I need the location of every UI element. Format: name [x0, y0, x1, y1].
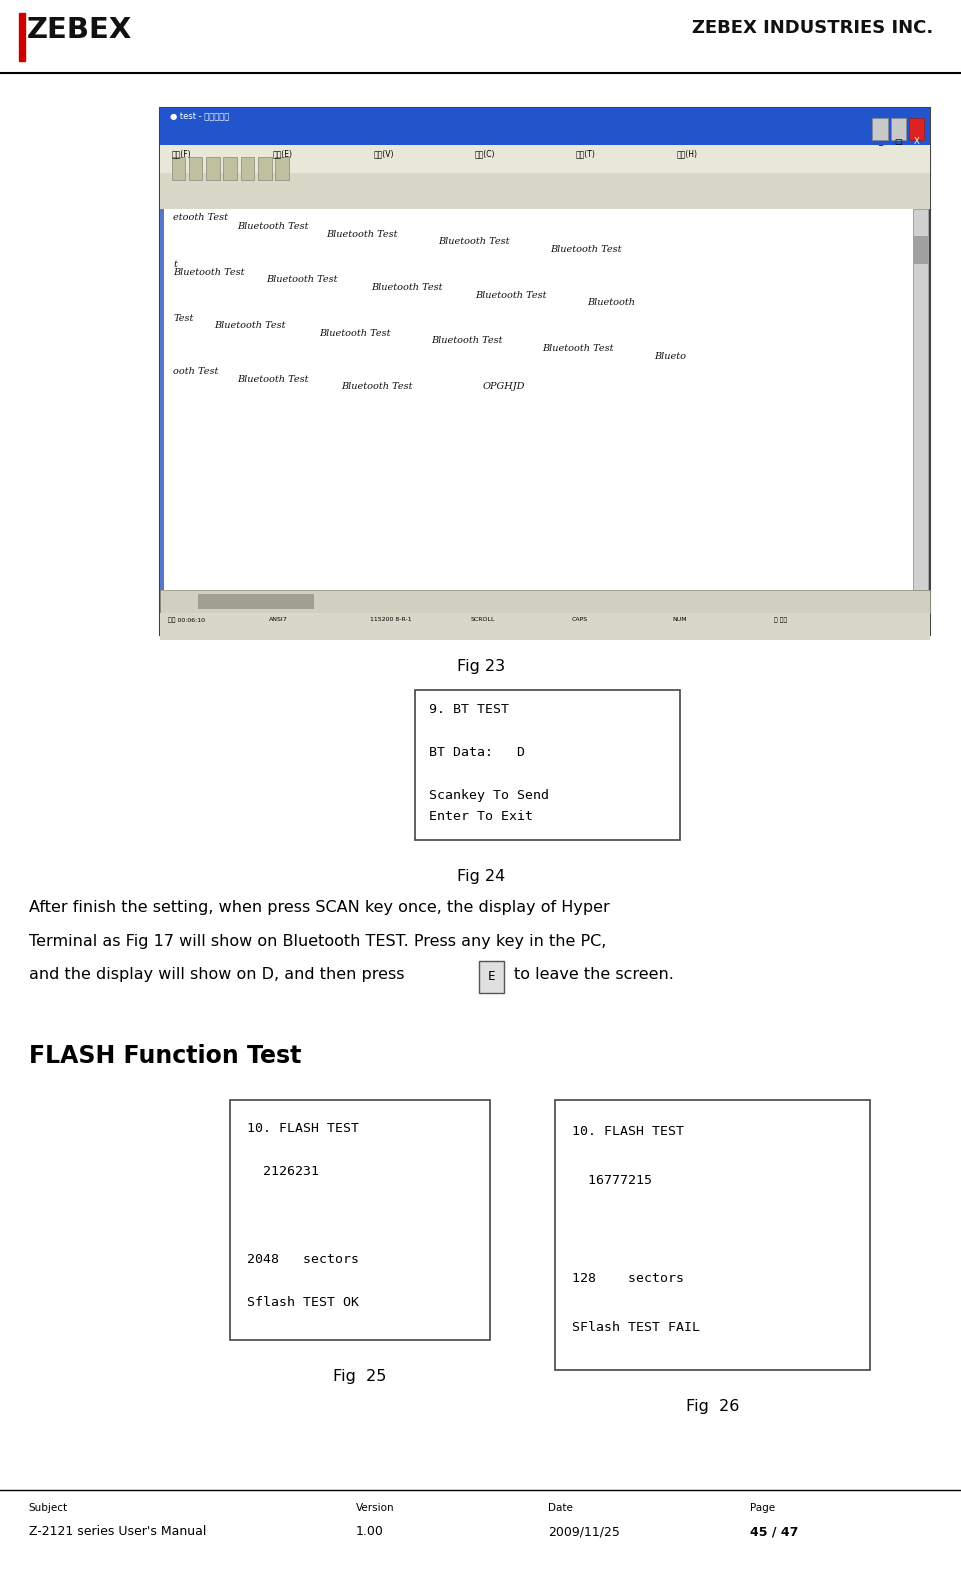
- Text: 編輯(E): 編輯(E): [272, 150, 292, 158]
- Text: ● test - 超級終端機: ● test - 超級終端機: [169, 113, 229, 121]
- Text: Bluetooth Test: Bluetooth Test: [236, 375, 308, 383]
- Text: 連線 00:06:10: 連線 00:06:10: [167, 618, 205, 622]
- Text: Version: Version: [356, 1503, 394, 1513]
- Text: t: t: [173, 260, 177, 270]
- Bar: [912, 236, 927, 265]
- Text: Page: Page: [750, 1503, 775, 1513]
- Text: Date: Date: [548, 1503, 573, 1513]
- Text: Bluetooth: Bluetooth: [587, 298, 634, 308]
- Text: Bluetooth Test: Bluetooth Test: [173, 268, 245, 276]
- Bar: [160, 109, 929, 145]
- Text: Bluetooth Test: Bluetooth Test: [341, 383, 412, 391]
- Text: 說明(H): 說明(H): [676, 150, 697, 158]
- Text: _: _: [877, 137, 881, 147]
- Text: 捕 列印: 捕 列印: [773, 618, 786, 622]
- Text: Bluetooth Test: Bluetooth Test: [326, 230, 397, 238]
- Bar: [479, 961, 504, 993]
- Text: CAPS: CAPS: [571, 618, 587, 622]
- Text: Fig 24: Fig 24: [456, 868, 505, 884]
- Text: Scankey To Send: Scankey To Send: [429, 788, 549, 801]
- Text: ooth Test: ooth Test: [173, 367, 218, 377]
- Bar: [160, 591, 929, 613]
- Text: ZEBEX INDUSTRIES INC.: ZEBEX INDUSTRIES INC.: [691, 19, 932, 37]
- Bar: [160, 613, 929, 640]
- Text: Bluetooth Test: Bluetooth Test: [431, 337, 502, 345]
- Text: Bluetooth Test: Bluetooth Test: [550, 244, 621, 254]
- Text: 128    sectors: 128 sectors: [572, 1272, 683, 1285]
- Text: Bluetooth Test: Bluetooth Test: [236, 222, 308, 231]
- Text: Blueto: Blueto: [653, 351, 686, 361]
- Text: Bluetooth Test: Bluetooth Test: [475, 290, 547, 300]
- Bar: [206, 158, 219, 180]
- Bar: [414, 689, 679, 839]
- Text: Bluetooth Test: Bluetooth Test: [437, 238, 509, 246]
- Text: Fig  26: Fig 26: [685, 1398, 738, 1414]
- Text: and the display will show on D, and then press: and the display will show on D, and then…: [29, 967, 404, 982]
- Bar: [160, 209, 163, 591]
- Text: Enter To Exit: Enter To Exit: [429, 811, 533, 824]
- Text: Bluetooth Test: Bluetooth Test: [266, 276, 337, 284]
- Bar: [872, 118, 887, 140]
- Text: After finish the setting, when press SCAN key once, the display of Hyper: After finish the setting, when press SCA…: [29, 900, 609, 915]
- Bar: [890, 118, 905, 140]
- Text: 10. FLASH TEST: 10. FLASH TEST: [572, 1125, 683, 1138]
- Text: 檢視(V): 檢視(V): [373, 150, 394, 158]
- Text: Z-2121 series User's Manual: Z-2121 series User's Manual: [29, 1526, 206, 1539]
- Text: 2048   sectors: 2048 sectors: [247, 1253, 359, 1266]
- Bar: [258, 158, 271, 180]
- Text: 10. FLASH TEST: 10. FLASH TEST: [247, 1122, 359, 1135]
- Text: 2009/11/25: 2009/11/25: [548, 1526, 620, 1539]
- Bar: [160, 209, 912, 591]
- Text: to leave the screen.: to leave the screen.: [513, 967, 673, 982]
- Bar: [554, 1100, 869, 1369]
- Text: Bluetooth Test: Bluetooth Test: [318, 329, 390, 338]
- Text: 呼叫(C): 呼叫(C): [474, 150, 495, 158]
- Text: BT Data:   D: BT Data: D: [429, 745, 525, 758]
- Text: 9. BT TEST: 9. BT TEST: [429, 702, 509, 717]
- Text: etooth Test: etooth Test: [173, 214, 228, 222]
- Text: ANSI7: ANSI7: [268, 618, 287, 622]
- Text: Test: Test: [173, 313, 193, 322]
- Text: SFlash TEST FAIL: SFlash TEST FAIL: [572, 1321, 700, 1334]
- Text: Bluetooth Test: Bluetooth Test: [371, 282, 442, 292]
- Bar: [230, 1100, 489, 1341]
- Text: Subject: Subject: [29, 1503, 68, 1513]
- Bar: [171, 158, 185, 180]
- Text: 2126231: 2126231: [247, 1165, 319, 1178]
- Text: Bluetooth Test: Bluetooth Test: [214, 321, 285, 330]
- Text: 檔案(F): 檔案(F): [171, 150, 191, 158]
- Text: Sflash TEST OK: Sflash TEST OK: [247, 1296, 359, 1309]
- Bar: [160, 174, 929, 209]
- Bar: [240, 158, 254, 180]
- Text: Fig 23: Fig 23: [456, 659, 505, 674]
- Text: FLASH Function Test: FLASH Function Test: [29, 1044, 301, 1068]
- Text: NUM: NUM: [672, 618, 687, 622]
- Text: Bluetooth Test: Bluetooth Test: [542, 345, 613, 353]
- Bar: [160, 145, 929, 174]
- Text: 115200 8-R-1: 115200 8-R-1: [369, 618, 411, 622]
- Bar: [275, 158, 288, 180]
- Bar: [198, 594, 313, 610]
- Bar: [160, 109, 929, 635]
- Text: ZEBEX: ZEBEX: [27, 16, 133, 45]
- Text: 1.00: 1.00: [356, 1526, 383, 1539]
- Bar: [908, 118, 924, 140]
- Text: OPGHJD: OPGHJD: [482, 383, 525, 391]
- Bar: [188, 158, 202, 180]
- Text: 16777215: 16777215: [572, 1173, 652, 1187]
- Bar: [912, 209, 927, 591]
- Text: 45 / 47: 45 / 47: [750, 1526, 798, 1539]
- Text: Fig  25: Fig 25: [333, 1369, 386, 1384]
- Text: SCROLL: SCROLL: [470, 618, 495, 622]
- Text: 傳送(T): 傳送(T): [575, 150, 595, 158]
- Text: □: □: [894, 137, 901, 147]
- Text: Terminal as Fig 17 will show on Bluetooth TEST. Press any key in the PC,: Terminal as Fig 17 will show on Bluetoot…: [29, 934, 605, 948]
- Bar: [19, 13, 25, 61]
- Text: X: X: [913, 137, 919, 147]
- Bar: [223, 158, 236, 180]
- Text: E: E: [487, 970, 495, 983]
